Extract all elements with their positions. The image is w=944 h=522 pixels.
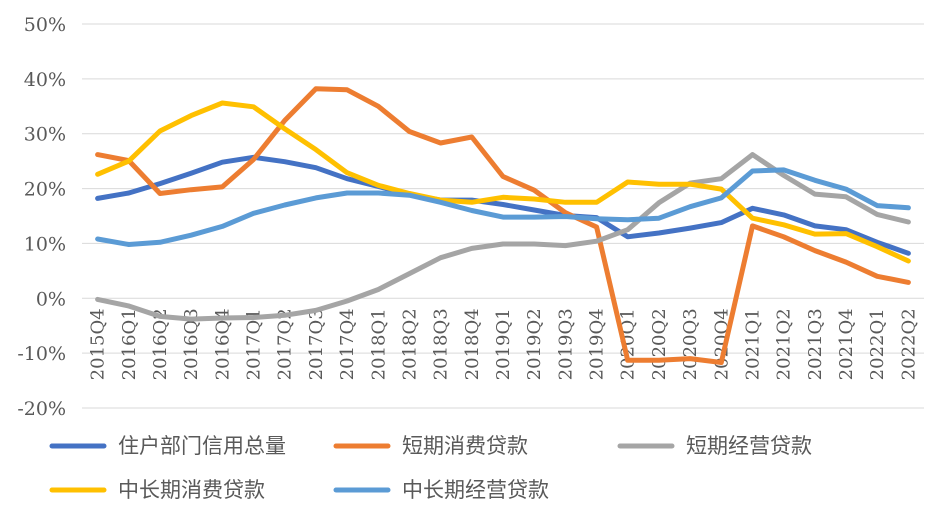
y-tick-label: 10% [24, 233, 66, 255]
x-tick-label: 2020Q2 [649, 308, 670, 380]
legend-label: 短期经营贷款 [686, 434, 812, 458]
series-line-3 [95, 100, 911, 264]
y-tick-label: -10% [17, 343, 66, 365]
y-tick-label: 20% [24, 179, 66, 201]
x-tick-label: 2016Q3 [181, 308, 202, 380]
x-tick-label: 2016Q4 [212, 308, 233, 380]
y-tick-label: 40% [24, 69, 66, 91]
x-tick-label: 2022Q1 [867, 308, 888, 380]
x-tick-label: 2020Q1 [618, 308, 639, 380]
x-tick-label: 2019Q4 [587, 308, 608, 380]
x-tick-label: 2015Q4 [88, 308, 109, 380]
x-tick-label: 2017Q2 [275, 308, 296, 380]
x-tick-label: 2016Q2 [150, 308, 171, 380]
x-tick-label: 2021Q3 [805, 308, 826, 380]
x-tick-label: 2018Q1 [368, 308, 389, 380]
x-tick-label: 2017Q4 [337, 308, 358, 380]
x-tick-label: 2017Q3 [306, 308, 327, 380]
series-line-4 [95, 167, 911, 247]
y-axis-tick-labels: 50% 40% 30% 20% 10% 0% -10% -20% [17, 14, 66, 420]
y-tick-label: 30% [24, 124, 66, 146]
series-line-0 [95, 154, 911, 256]
legend-label: 中长期经营贷款 [402, 478, 549, 502]
x-tick-label: 2019Q1 [493, 308, 514, 380]
y-tick-label: 50% [24, 14, 66, 36]
y-tick-label: 0% [36, 288, 66, 310]
x-tick-label: 2020Q3 [680, 308, 701, 380]
x-tick-label: 2016Q1 [119, 308, 140, 380]
x-tick-label: 2021Q4 [836, 308, 857, 380]
x-tick-label: 2018Q3 [431, 308, 452, 380]
x-tick-label: 2017Q1 [244, 308, 265, 380]
legend-label: 住户部门信用总量 [118, 434, 286, 458]
series-line-1 [95, 86, 911, 365]
x-tick-label: 2019Q3 [555, 308, 576, 380]
legend-label: 中长期消费贷款 [118, 478, 265, 502]
x-tick-label: 2021Q1 [742, 308, 763, 380]
x-tick-label: 2021Q2 [774, 308, 795, 380]
x-tick-label: 2022Q2 [898, 308, 919, 380]
legend-label: 短期消费贷款 [402, 434, 528, 458]
x-tick-label: 2019Q2 [524, 308, 545, 380]
x-tick-label: 2018Q4 [462, 308, 483, 380]
series-lines [95, 86, 911, 365]
y-tick-label: -20% [17, 398, 66, 420]
x-tick-label: 2018Q2 [399, 308, 420, 380]
